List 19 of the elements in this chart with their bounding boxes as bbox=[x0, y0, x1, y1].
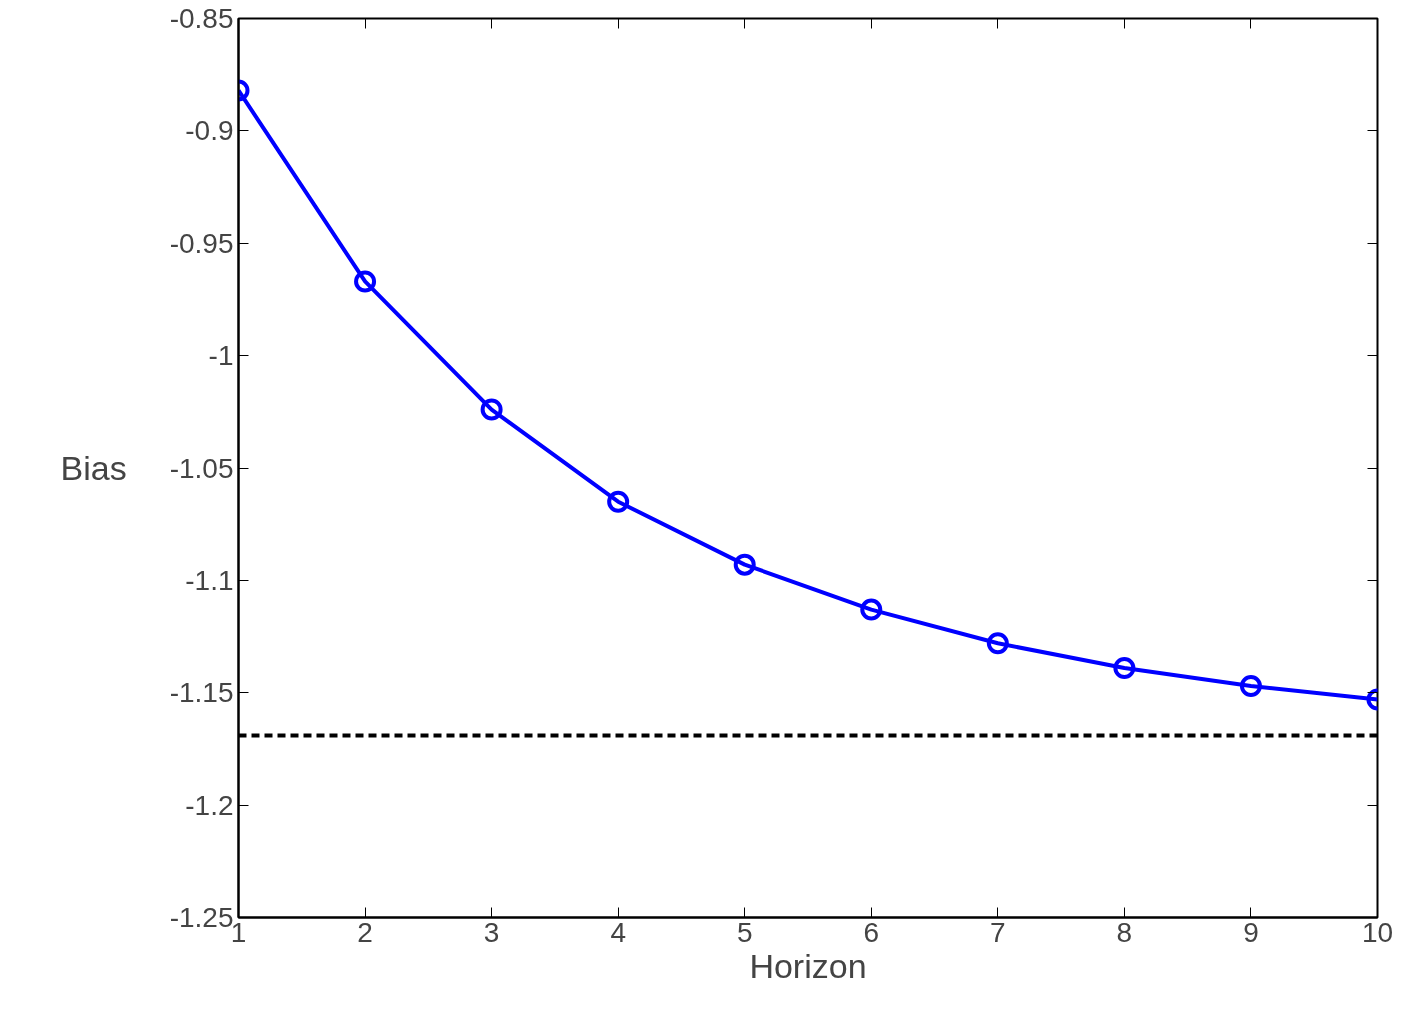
y-tick-label: -0.95 bbox=[169, 227, 234, 259]
y-tick-label: -1.05 bbox=[169, 452, 234, 484]
x-axis-title: Horizon bbox=[749, 946, 867, 985]
y-axis-title: Bias bbox=[60, 449, 127, 487]
x-tick-label: 4 bbox=[610, 916, 626, 948]
x-tick-label: 2 bbox=[357, 916, 373, 948]
y-tick-label: -1.1 bbox=[185, 564, 234, 596]
x-tick-label: 9 bbox=[1243, 916, 1259, 948]
x-tick-label: 6 bbox=[863, 916, 880, 948]
x-tick-label: 10 bbox=[1361, 916, 1394, 948]
x-tick-label: 8 bbox=[1116, 916, 1133, 948]
y-tick-label: -1.15 bbox=[169, 677, 234, 709]
y-tick-label: -1.2 bbox=[185, 789, 234, 821]
x-tick-label: 7 bbox=[990, 916, 1006, 948]
x-tick-label: 3 bbox=[483, 916, 500, 948]
x-tick-label: 5 bbox=[736, 916, 753, 948]
y-tick-label: -0.85 bbox=[169, 3, 234, 34]
y-tick-label: -0.9 bbox=[185, 115, 234, 147]
y-tick-label: -1 bbox=[208, 340, 234, 372]
